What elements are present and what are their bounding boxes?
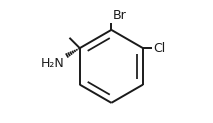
Text: Br: Br bbox=[113, 9, 126, 22]
Text: H₂N: H₂N bbox=[41, 57, 65, 70]
Text: Cl: Cl bbox=[153, 42, 166, 55]
